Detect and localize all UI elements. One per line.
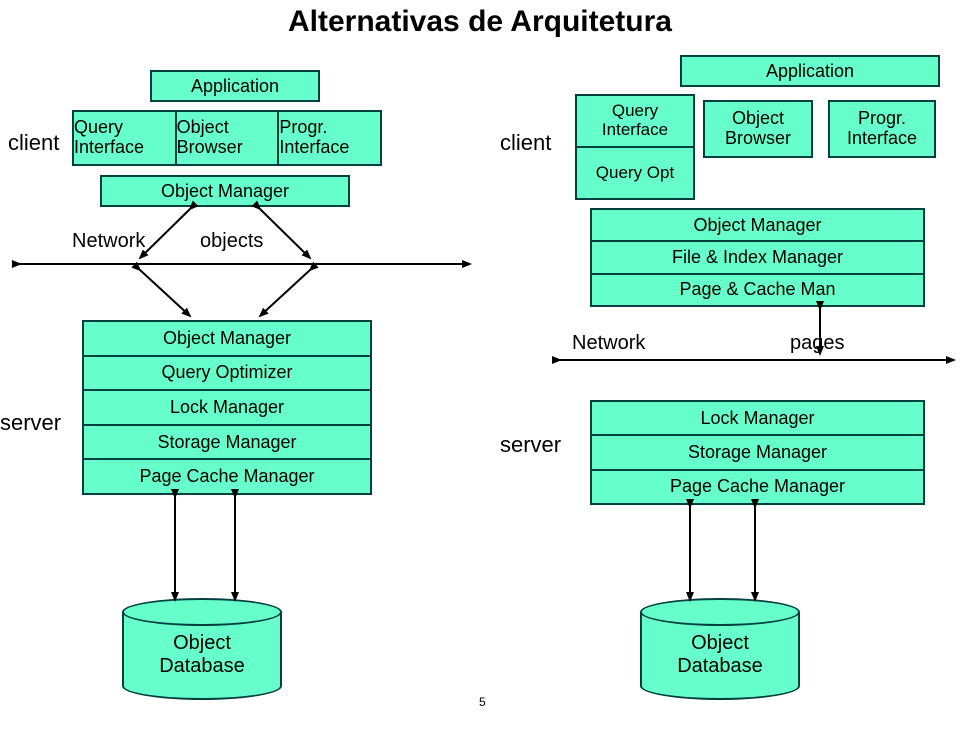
left-db-top <box>122 598 282 626</box>
right-db-top <box>640 598 800 626</box>
left-cell-progr-interface: Progr. Interface <box>279 112 380 164</box>
left-network-label: Network <box>72 230 145 253</box>
left-server-row-3: Storage Manager <box>84 424 370 459</box>
left-server-row-2: Lock Manager <box>84 389 370 424</box>
right-network-label: Network <box>572 332 645 355</box>
right-right-box: Progr. Interface <box>828 100 936 158</box>
left-server-label: server <box>0 410 61 436</box>
right-application-box: Application <box>680 55 940 87</box>
left-client-object-manager: Object Manager <box>100 175 350 207</box>
left-db-line2: Database <box>122 655 282 678</box>
right-server-row-2: Page Cache Manager <box>592 469 923 503</box>
left-objects-label: objects <box>200 230 263 253</box>
right-left-col: Query Interface Query Opt <box>575 94 695 200</box>
left-server-stack: Object Manager Query Optimizer Lock Mana… <box>82 320 372 495</box>
left-client-row: Query Interface Object Browser Progr. In… <box>72 110 382 166</box>
right-db-text: Object Database <box>640 632 800 678</box>
right-server-label: server <box>500 432 561 458</box>
right-db-line1: Object <box>640 632 800 655</box>
right-left-col-1: Query Opt <box>577 146 693 198</box>
left-db-text: Object Database <box>122 632 282 678</box>
page-number: 5 <box>479 695 486 709</box>
left-client-label: client <box>8 130 59 156</box>
left-application-box: Application <box>150 70 320 102</box>
left-server-row-1: Query Optimizer <box>84 355 370 390</box>
right-server-row-0: Lock Manager <box>592 402 923 434</box>
right-server-row-1: Storage Manager <box>592 434 923 468</box>
page-title: Alternativas de Arquitetura <box>0 5 960 39</box>
right-left-col-0: Query Interface <box>577 96 693 146</box>
right-server-stack: Lock Manager Storage Manager Page Cache … <box>590 400 925 505</box>
right-client-label: client <box>500 130 551 156</box>
left-cell-object-browser: Object Browser <box>177 112 280 164</box>
left-server-row-0: Object Manager <box>84 322 370 355</box>
left-cell-query-interface: Query Interface <box>74 112 177 164</box>
right-mid-box: Object Browser <box>703 100 813 158</box>
right-client-stack: Object Manager File & Index Manager Page… <box>590 208 925 307</box>
left-db-line1: Object <box>122 632 282 655</box>
left-server-row-4: Page Cache Manager <box>84 458 370 493</box>
right-client-row-1: File & Index Manager <box>592 240 923 272</box>
right-client-row-0: Object Manager <box>592 210 923 240</box>
right-db-line2: Database <box>640 655 800 678</box>
right-client-row-2: Page & Cache Man <box>592 273 923 305</box>
right-pages-label: pages <box>790 332 845 355</box>
